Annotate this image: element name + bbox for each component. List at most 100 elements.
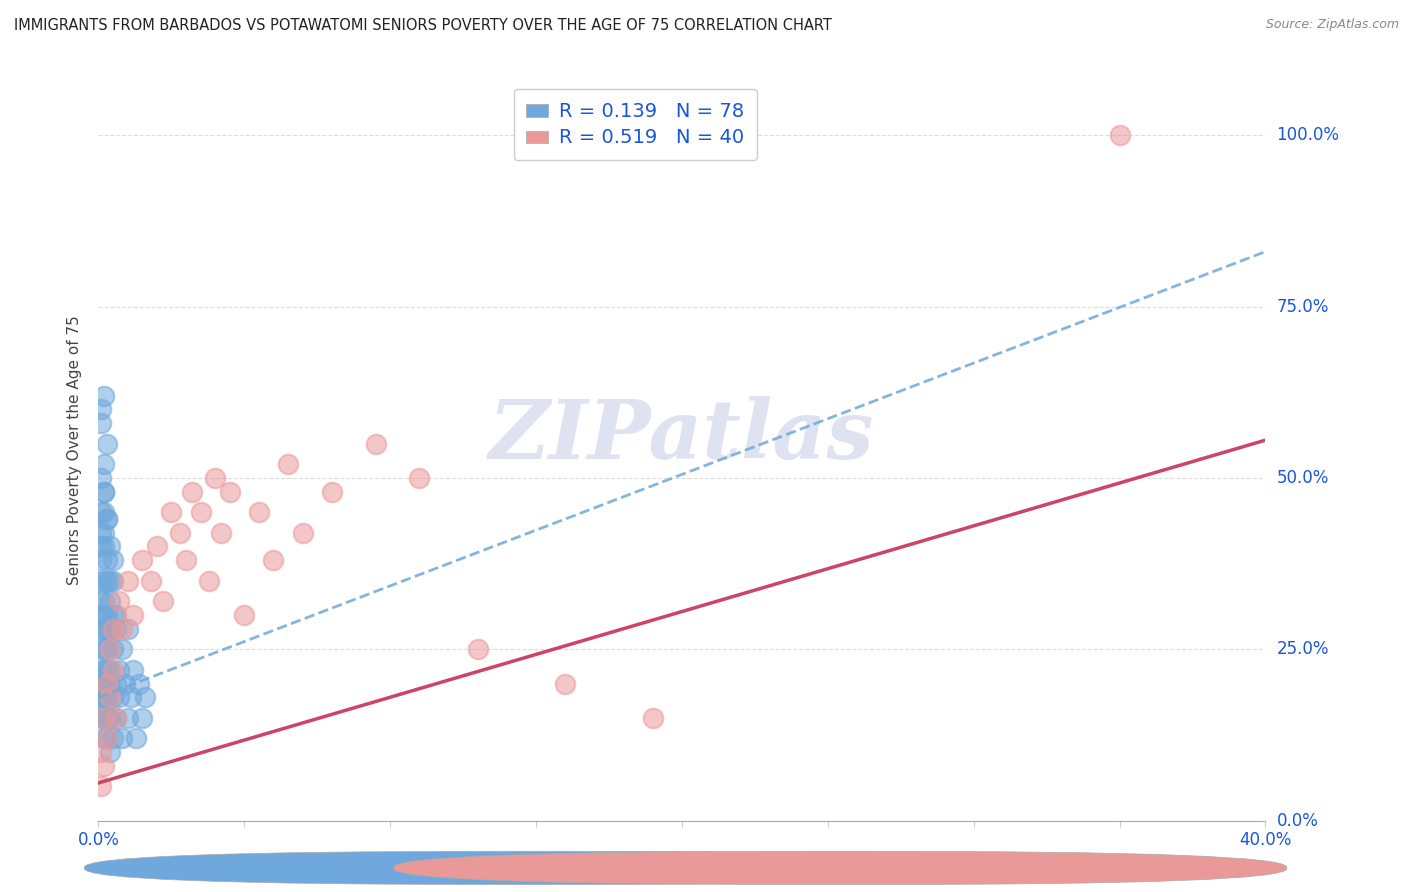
Point (122, 607, 145, 622)
Point (111, 731, 134, 746)
Point (641, 711, 664, 725)
Point (101, 553, 124, 567)
Point (408, 471, 430, 485)
Point (108, 663, 131, 677)
Point (120, 690, 142, 705)
Point (146, 540, 169, 554)
Point (169, 525, 191, 540)
Point (101, 663, 124, 677)
Point (98, 540, 121, 554)
Point (104, 711, 127, 725)
Point (131, 711, 153, 725)
Point (554, 676, 576, 690)
Point (96, 663, 118, 677)
Point (93, 594, 115, 608)
Point (209, 525, 232, 540)
FancyBboxPatch shape (394, 851, 1286, 885)
Point (93, 574, 115, 588)
Point (93, 389, 115, 403)
Point (96, 642, 118, 657)
Point (96, 512, 118, 526)
Point (96, 574, 118, 588)
Point (93, 622, 115, 636)
Point (96, 553, 118, 567)
Point (93, 505, 115, 519)
Point (96, 731, 118, 746)
Point (125, 731, 148, 746)
Point (204, 471, 226, 485)
Point (93, 711, 115, 725)
Text: 25.0%: 25.0% (1277, 640, 1329, 658)
Point (96, 676, 118, 690)
Point (104, 622, 127, 636)
Point (93, 690, 115, 705)
Point (90, 540, 112, 554)
Point (98, 594, 121, 608)
Point (90, 416, 112, 430)
Point (134, 690, 156, 705)
Point (101, 690, 124, 705)
Point (96, 711, 118, 725)
Point (117, 711, 139, 725)
Point (96, 512, 118, 526)
Point (233, 607, 256, 622)
Point (247, 505, 270, 519)
Point (128, 676, 150, 690)
Point (111, 642, 134, 657)
Point (93, 642, 115, 657)
Point (364, 436, 387, 450)
Point (104, 676, 127, 690)
Point (108, 594, 131, 608)
Point (90, 622, 112, 636)
Point (104, 607, 127, 622)
Point (93, 676, 115, 690)
Point (90, 471, 112, 485)
Point (467, 642, 489, 657)
Point (90, 690, 112, 705)
Point (96, 676, 118, 690)
Point (291, 525, 314, 540)
Point (98, 745, 121, 759)
Point (90, 505, 112, 519)
Point (90, 402, 112, 417)
Text: 75.0%: 75.0% (1277, 298, 1329, 316)
Point (90, 525, 112, 540)
Point (93, 484, 115, 499)
Point (98, 574, 121, 588)
Point (93, 663, 115, 677)
Point (1108, 128, 1130, 142)
Point (96, 731, 118, 746)
Point (98, 642, 121, 657)
Text: 50.0%: 50.0% (1277, 469, 1329, 487)
Point (96, 436, 118, 450)
Point (96, 690, 118, 705)
Point (93, 759, 115, 773)
Point (90, 711, 112, 725)
FancyBboxPatch shape (84, 851, 977, 885)
Point (122, 663, 145, 677)
Point (101, 731, 124, 746)
Point (90, 594, 112, 608)
Point (174, 553, 197, 567)
Point (108, 690, 131, 705)
Point (98, 663, 121, 677)
Point (90, 553, 112, 567)
Point (98, 622, 121, 636)
Point (93, 731, 115, 746)
Text: Potawatomi: Potawatomi (876, 859, 974, 877)
Point (117, 622, 139, 636)
Point (98, 690, 121, 705)
Point (198, 574, 221, 588)
Point (93, 697, 115, 711)
Y-axis label: Seniors Poverty Over the Age of 75: Seniors Poverty Over the Age of 75 (67, 316, 83, 585)
Text: IMMIGRANTS FROM BARBADOS VS POTAWATOMI SENIORS POVERTY OVER THE AGE OF 75 CORREL: IMMIGRANTS FROM BARBADOS VS POTAWATOMI S… (14, 18, 832, 33)
Point (93, 484, 115, 499)
Point (321, 484, 343, 499)
Point (98, 676, 121, 690)
Point (180, 484, 202, 499)
Text: 100.0%: 100.0% (1277, 126, 1340, 145)
Point (90, 663, 112, 677)
Point (93, 711, 115, 725)
Point (131, 553, 153, 567)
Text: ZIPatlas: ZIPatlas (489, 396, 875, 475)
